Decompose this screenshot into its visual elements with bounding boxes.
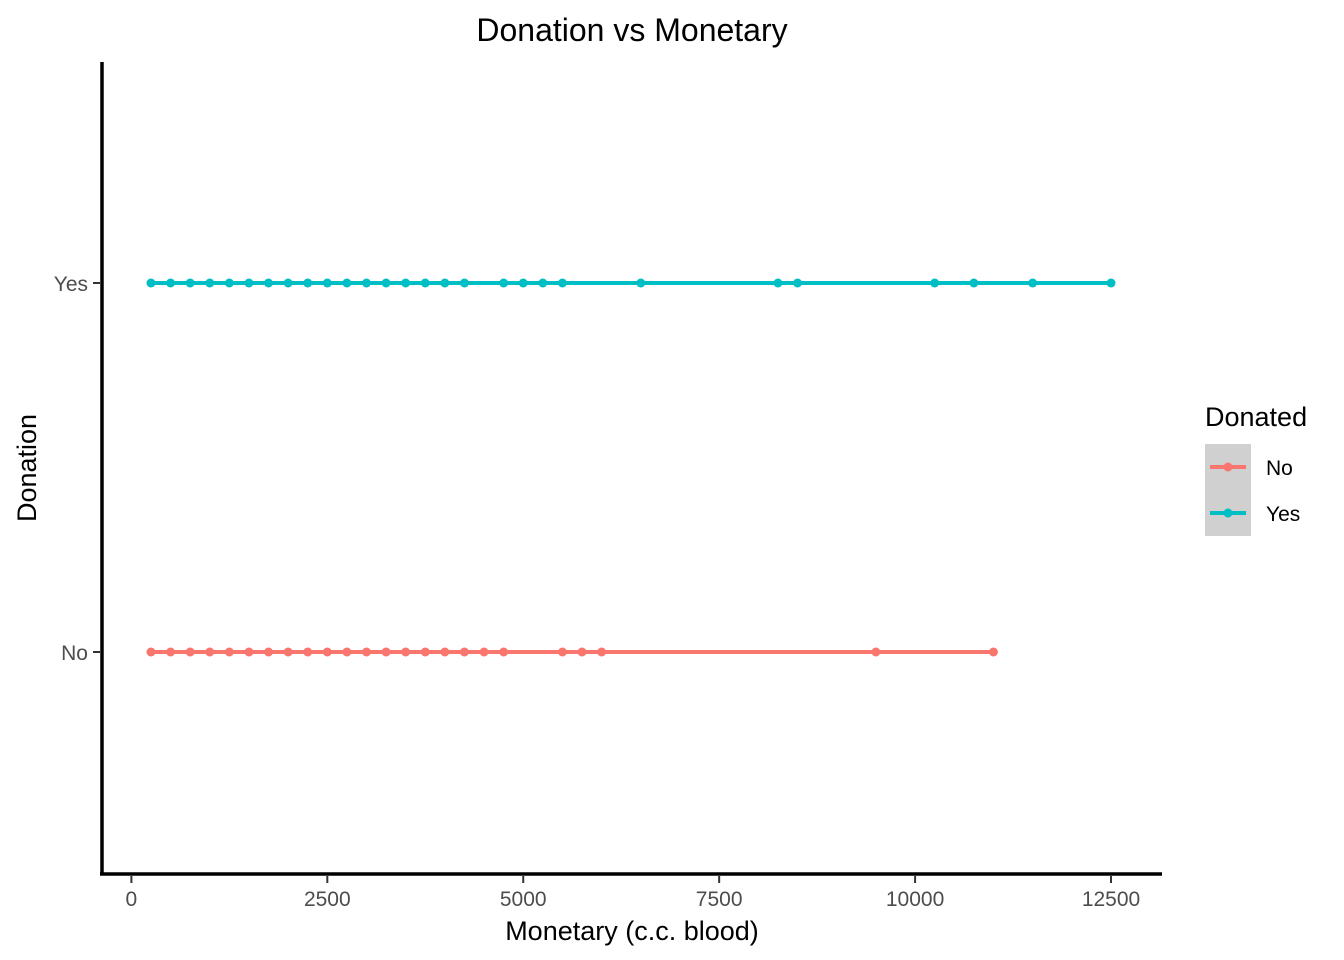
data-point [303,278,313,288]
y-axis-title: Donation [12,414,42,522]
data-point [479,647,489,657]
data-point [146,278,156,288]
data-point [793,278,803,288]
data-point [459,278,469,288]
data-point [969,278,979,288]
data-point [166,278,176,288]
data-point [401,647,411,657]
data-point [499,647,509,657]
data-point [362,647,371,657]
x-axis-title: Monetary (c.c. blood) [505,916,759,946]
series-yes [146,278,1116,288]
data-point [597,647,607,657]
x-tick-label: 2500 [304,888,351,911]
data-point [264,278,274,288]
data-point [244,278,254,288]
data-point [342,278,352,288]
data-point [518,278,528,288]
data-point [930,278,940,288]
data-point [420,278,430,288]
data-point [577,647,587,657]
x-tick-label: 0 [126,888,138,911]
data-point [459,647,469,657]
data-point [988,647,998,657]
data-point [499,278,509,288]
data-point [557,278,567,288]
data-point [322,647,332,657]
chart-title: Donation vs Monetary [476,12,787,48]
data-point [322,278,332,288]
data-point [773,278,783,288]
data-point [185,278,195,288]
data-point [146,647,156,657]
data-point [1028,278,1038,288]
legend-item-no: No [1210,457,1293,480]
y-tick-label: No [61,642,88,665]
x-tick-label: 10000 [886,888,944,911]
x-tick-label: 7500 [696,888,743,911]
data-point [264,647,274,657]
y-ticks: No Yes [54,273,100,665]
data-point [401,278,411,288]
plot-area: 0 2500 5000 7500 10000 12500 No Yes [54,62,1162,911]
data-point [362,278,371,288]
data-point [224,278,234,288]
data-point [205,647,215,657]
data-point [420,647,430,657]
data-point [557,647,567,657]
legend-key-point [1223,508,1233,518]
x-tick-label: 5000 [500,888,547,911]
legend-items: No Yes [1210,457,1300,526]
data-point [283,647,293,657]
data-point [303,647,313,657]
legend-item-yes: Yes [1210,503,1300,526]
data-point [381,647,391,657]
y-tick-label: Yes [54,273,88,296]
data-point [224,647,234,657]
legend-title: Donated [1205,402,1307,432]
data-point [871,647,881,657]
data-point [166,647,176,657]
data-point [205,278,215,288]
legend-key-point [1223,462,1233,472]
legend-key-background [1205,444,1251,536]
legend: Donated No Yes [1205,402,1307,536]
data-point [538,278,548,288]
data-point [636,278,646,288]
x-tick-label: 12500 [1082,888,1140,911]
series-layer [146,278,1116,657]
series-no [146,647,998,657]
data-point [1106,278,1116,288]
legend-label: Yes [1266,503,1300,526]
data-point [342,647,352,657]
legend-label: No [1266,457,1293,480]
data-point [244,647,254,657]
data-point [185,647,195,657]
data-point [381,278,391,288]
x-ticks: 0 2500 5000 7500 10000 12500 [126,876,1140,911]
data-point [440,278,450,288]
data-point [283,278,293,288]
data-point [440,647,450,657]
